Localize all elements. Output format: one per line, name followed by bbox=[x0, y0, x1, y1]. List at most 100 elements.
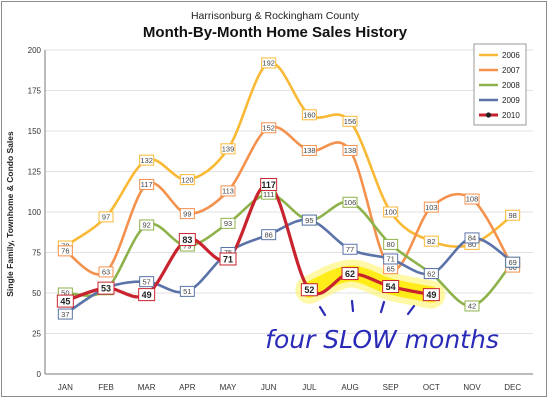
data-label-text: 117 bbox=[261, 180, 276, 190]
x-tick-label: AUG bbox=[341, 383, 358, 392]
data-label: 63 bbox=[98, 266, 114, 278]
data-label: 120 bbox=[179, 174, 195, 186]
data-label-text: 120 bbox=[181, 175, 194, 184]
data-label: 49 bbox=[422, 288, 440, 302]
data-label: 62 bbox=[341, 267, 359, 281]
data-label-text: 42 bbox=[468, 302, 476, 311]
data-label-box bbox=[261, 229, 277, 241]
y-tick-label: 50 bbox=[32, 289, 41, 298]
data-label: 53 bbox=[97, 281, 115, 295]
data-label-box bbox=[139, 276, 155, 288]
data-label-box bbox=[139, 178, 155, 190]
data-label-box bbox=[382, 280, 400, 294]
data-label-box bbox=[342, 243, 358, 255]
data-label-text: 138 bbox=[303, 146, 316, 155]
data-label: 106 bbox=[342, 196, 358, 208]
data-label-text: 132 bbox=[140, 156, 153, 165]
x-tick-label: DEC bbox=[504, 383, 521, 392]
data-label-text: 82 bbox=[427, 237, 435, 246]
data-label: 45 bbox=[56, 294, 74, 308]
data-label: 82 bbox=[423, 235, 439, 247]
data-label-text: 108 bbox=[466, 195, 479, 204]
series-lines bbox=[63, 61, 514, 316]
data-label: 97 bbox=[98, 211, 114, 223]
data-label-box bbox=[342, 196, 358, 208]
data-label: 62 bbox=[423, 268, 439, 280]
data-label: 138 bbox=[301, 144, 317, 156]
y-axis-label: Single Family, Townhome & Condo Sales bbox=[5, 131, 15, 297]
data-label-text: 103 bbox=[425, 203, 438, 212]
y-tick-label: 75 bbox=[32, 249, 41, 258]
data-label-box bbox=[383, 206, 399, 218]
data-label-text: 106 bbox=[344, 198, 357, 207]
x-tick-label: MAY bbox=[220, 383, 237, 392]
data-label-box bbox=[342, 115, 358, 127]
x-tick-label: JAN bbox=[58, 383, 73, 392]
legend-label-2007: 2007 bbox=[502, 66, 520, 75]
data-label-box bbox=[505, 256, 521, 268]
data-label: 113 bbox=[220, 185, 236, 197]
data-label: 192 bbox=[261, 57, 277, 69]
data-label: 93 bbox=[220, 217, 236, 229]
data-label-box bbox=[383, 253, 399, 265]
data-label: 84 bbox=[464, 232, 480, 244]
data-label-box bbox=[57, 245, 73, 257]
legend-label-2009: 2009 bbox=[502, 96, 520, 105]
data-label-text: 79 bbox=[183, 242, 191, 251]
data-label-box bbox=[179, 174, 195, 186]
data-label-box bbox=[464, 232, 480, 244]
x-tick-label: JUN bbox=[261, 383, 277, 392]
chart-title: Month-By-Month Home Sales History bbox=[143, 24, 408, 41]
data-label-text: 113 bbox=[222, 187, 234, 196]
data-label-text: 52 bbox=[304, 285, 314, 295]
legend-marker bbox=[485, 112, 492, 118]
data-label: 37 bbox=[57, 308, 73, 320]
data-label-box bbox=[505, 209, 521, 221]
data-label-box bbox=[423, 201, 439, 213]
data-label-box bbox=[423, 268, 439, 280]
data-label-box bbox=[97, 281, 115, 295]
data-label-text: 63 bbox=[102, 268, 110, 277]
data-label: 98 bbox=[505, 209, 521, 221]
data-label: 156 bbox=[342, 115, 358, 127]
data-label-text: 156 bbox=[344, 117, 357, 126]
data-label: 139 bbox=[220, 143, 236, 155]
data-label-text: 139 bbox=[222, 145, 235, 154]
data-label: 92 bbox=[139, 219, 155, 231]
line-chart: Harrisonburg & Rockingham County Month-B… bbox=[5, 10, 533, 392]
data-labels: 79 97 132 120 139 192 160 156 100 82 80 98 76 63 117 99… bbox=[56, 57, 521, 320]
data-label: 65 bbox=[383, 263, 399, 275]
data-label-text: 57 bbox=[142, 277, 150, 286]
y-tick-label: 200 bbox=[28, 46, 42, 55]
data-label-box bbox=[56, 294, 74, 308]
data-label-box bbox=[341, 267, 359, 281]
axes: 0 25 50 75 100 125 150 175 200 JAN FEB MAR APR MAY JUN… bbox=[28, 46, 533, 392]
data-label: 80 bbox=[383, 238, 399, 250]
data-label: 99 bbox=[179, 208, 195, 220]
data-label: 57 bbox=[139, 276, 155, 288]
data-label-text: 111 bbox=[263, 190, 274, 199]
data-label: 51 bbox=[179, 285, 195, 297]
y-tick-label: 125 bbox=[28, 168, 42, 177]
x-tick-label: SEP bbox=[383, 383, 399, 392]
data-label-box bbox=[301, 144, 317, 156]
data-label-box bbox=[464, 300, 480, 312]
x-tick-label: FEB bbox=[98, 383, 114, 392]
chart-subtitle: Harrisonburg & Rockingham County bbox=[191, 10, 360, 22]
data-label: 138 bbox=[342, 144, 358, 156]
annotation-text: four SLOW months bbox=[265, 325, 499, 354]
y-tick-label: 100 bbox=[28, 208, 42, 217]
data-label-box bbox=[139, 154, 155, 166]
data-label-box bbox=[220, 143, 236, 155]
data-label-text: 99 bbox=[183, 209, 191, 218]
data-label-text: 71 bbox=[386, 255, 394, 264]
data-label-text: 62 bbox=[427, 269, 435, 278]
data-label-box bbox=[301, 109, 317, 121]
legend: 2006 2007 2008 2009 2010 bbox=[473, 43, 527, 126]
data-label: 100 bbox=[383, 206, 399, 218]
data-label-box bbox=[98, 211, 114, 223]
data-label-text: 37 bbox=[61, 310, 69, 319]
data-label-box bbox=[98, 266, 114, 278]
data-label-box bbox=[219, 252, 237, 266]
data-label-text: 80 bbox=[468, 240, 476, 249]
